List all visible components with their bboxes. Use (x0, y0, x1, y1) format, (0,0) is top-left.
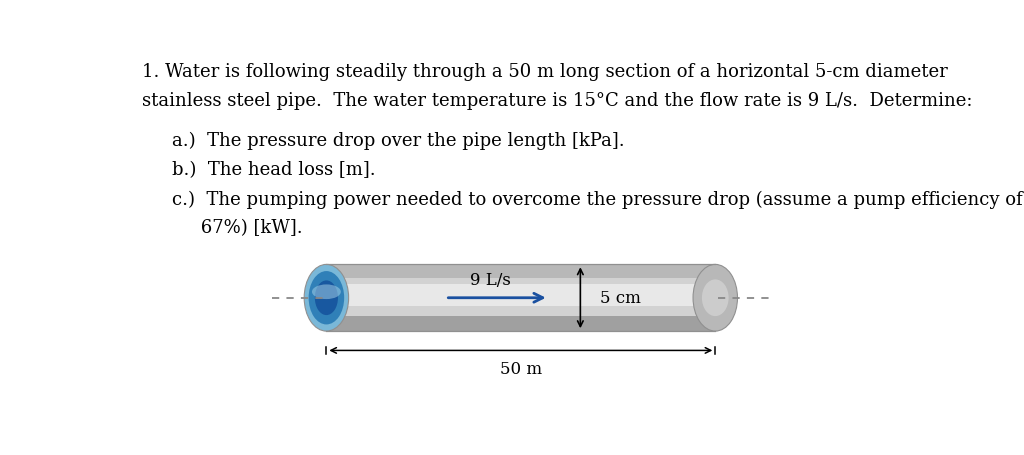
Polygon shape (327, 316, 715, 331)
Text: 5 cm: 5 cm (600, 289, 641, 306)
Text: 67%) [kW].: 67%) [kW]. (172, 219, 302, 237)
Ellipse shape (304, 265, 348, 331)
Ellipse shape (312, 285, 341, 299)
Ellipse shape (701, 280, 729, 316)
Text: 1. Water is following steadily through a 50 m long section of a horizontal 5-cm : 1. Water is following steadily through a… (142, 63, 948, 81)
Text: stainless steel pipe.  The water temperature is 15°C and the flow rate is 9 L/s.: stainless steel pipe. The water temperat… (142, 92, 973, 110)
Text: c.)  The pumping power needed to overcome the pressure drop (assume a pump effic: c.) The pumping power needed to overcome… (172, 190, 1022, 208)
Ellipse shape (693, 265, 737, 331)
Text: a.)  The pressure drop over the pipe length [kPa].: a.) The pressure drop over the pipe leng… (172, 131, 625, 150)
Text: b.)  The head loss [m].: b.) The head loss [m]. (172, 161, 375, 179)
Ellipse shape (308, 272, 344, 325)
Polygon shape (327, 265, 715, 331)
Text: 9 L/s: 9 L/s (470, 271, 511, 288)
Polygon shape (327, 285, 715, 306)
Ellipse shape (314, 281, 338, 315)
Polygon shape (327, 265, 715, 278)
Text: 50 m: 50 m (500, 360, 542, 377)
